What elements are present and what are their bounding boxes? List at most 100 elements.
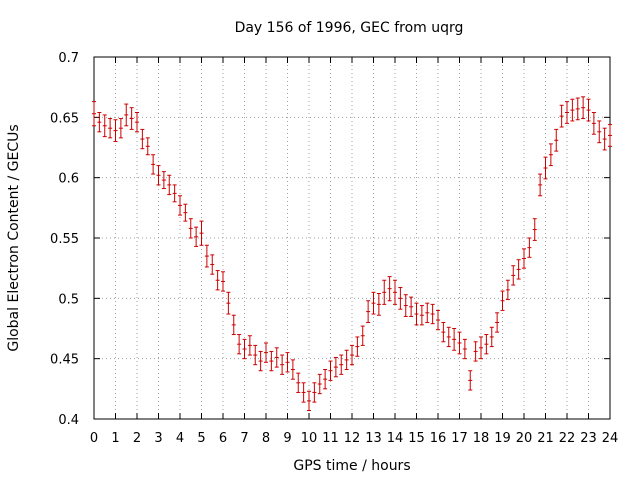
data-point (129, 107, 134, 130)
data-point (575, 97, 580, 121)
data-point (532, 218, 537, 241)
data-point (221, 271, 225, 292)
x-tick-label: 19 (494, 431, 511, 446)
data-point (237, 334, 242, 355)
data-point (296, 372, 301, 393)
y-tick-labels: 0.4 0.45 0.5 0.55 0.6 0.65 0.7 (50, 51, 79, 428)
data-point (301, 382, 306, 403)
grid-lines (94, 57, 610, 419)
data-point (382, 279, 387, 305)
x-tick-label: 24 (602, 431, 619, 446)
x-tick-label: 21 (537, 431, 554, 446)
x-tick-label: 13 (365, 431, 382, 446)
data-point (543, 156, 548, 180)
data-point (317, 373, 322, 395)
data-point (484, 334, 489, 355)
x-tick-label: 9 (283, 431, 291, 446)
data-point (145, 137, 150, 156)
x-tick-label: 11 (322, 431, 339, 446)
data-point (457, 331, 462, 355)
x-tick-label: 12 (344, 431, 361, 446)
x-tick-label: 2 (133, 431, 141, 446)
x-tick-label: 4 (176, 431, 184, 446)
data-point (360, 325, 365, 346)
data-point (92, 101, 96, 127)
x-tick-label: 6 (219, 431, 227, 446)
data-point (452, 328, 457, 351)
data-point (178, 195, 182, 216)
y-tick-label: 0.6 (58, 172, 79, 187)
x-tick-label: 16 (430, 431, 447, 446)
y-tick-label: 0.55 (50, 232, 79, 247)
data-point (570, 98, 575, 122)
data-point (274, 347, 279, 368)
data-point (495, 312, 500, 333)
data-point (500, 290, 505, 311)
data-point (280, 354, 285, 375)
data-point (350, 344, 354, 366)
y-tick-label: 0.7 (58, 51, 79, 66)
data-point (97, 112, 102, 133)
data-point (167, 174, 172, 196)
data-point (548, 143, 553, 167)
y-axis-title: Global Electron Content / GECUs (6, 124, 22, 351)
data-point (328, 360, 333, 381)
data-point (511, 265, 516, 286)
data-point (344, 349, 349, 371)
data-point (253, 344, 258, 366)
data-point (425, 302, 430, 323)
x-tick-label: 14 (387, 431, 404, 446)
data-point (118, 118, 123, 139)
axis-ticks (93, 56, 611, 420)
data-point (188, 218, 193, 239)
x-axis-title: GPS time / hours (293, 458, 410, 474)
data-point (602, 127, 607, 151)
x-tick-label: 17 (451, 431, 468, 446)
x-tick-labels: 0 1 2 3 4 5 6 7 8 9 10 11 12 13 14 15 16 17 18 19 20 21 22 23 24 (90, 431, 618, 446)
y-tick-label: 0.5 (58, 292, 79, 307)
y-tick-label: 0.65 (50, 111, 79, 126)
data-point (215, 270, 220, 291)
data-point (591, 112, 596, 135)
data-point (247, 335, 252, 356)
data-point (462, 338, 467, 360)
data-point (355, 336, 360, 357)
data-point (565, 101, 569, 124)
x-tick-label: 10 (301, 431, 318, 446)
data-point (489, 326, 494, 348)
data-point (161, 171, 166, 190)
x-tick-label: 18 (473, 431, 490, 446)
y-tick-label: 0.45 (50, 353, 79, 368)
data-point (124, 103, 129, 127)
data-point (522, 248, 526, 269)
data-point (307, 390, 311, 412)
data-point (231, 314, 236, 336)
data-point (210, 254, 215, 275)
data-point (366, 300, 371, 323)
data-point (608, 124, 612, 147)
data-point (527, 237, 532, 258)
data-point (102, 114, 107, 138)
data-point (113, 119, 118, 142)
data-point (371, 291, 376, 315)
data-point (597, 120, 602, 144)
x-tick-label: 1 (111, 431, 119, 446)
data-point (269, 350, 274, 372)
data-point (505, 279, 510, 301)
data-point (538, 173, 543, 197)
data-point (393, 279, 397, 305)
x-tick-label: 15 (408, 431, 425, 446)
data-point (559, 104, 564, 128)
x-tick-label: 23 (580, 431, 597, 446)
data-point (414, 302, 419, 326)
chart-title: Day 156 of 1996, GEC from uqrg (235, 20, 464, 36)
data-point (108, 118, 113, 139)
data-point (398, 286, 403, 310)
data-point (554, 128, 559, 152)
x-tick-label: 3 (154, 431, 162, 446)
data-point (312, 382, 317, 403)
data-point (516, 259, 521, 280)
data-point (204, 244, 209, 268)
data-point (151, 154, 156, 175)
data-point (586, 98, 591, 122)
